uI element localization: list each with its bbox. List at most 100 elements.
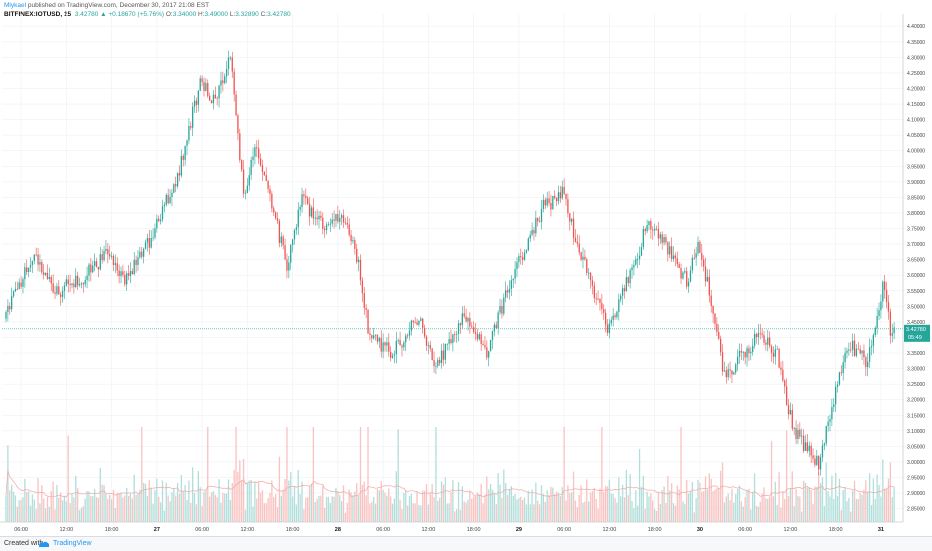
candle-body xyxy=(618,299,620,312)
volume-bar xyxy=(142,482,145,522)
candle-body xyxy=(697,241,699,254)
candle-body xyxy=(435,365,437,367)
candle-body xyxy=(795,427,797,439)
candle-body xyxy=(787,404,790,415)
volume-bar xyxy=(463,501,465,522)
candle-body xyxy=(644,229,646,232)
price-tick-label: 3.50000 xyxy=(907,304,925,310)
candle-body xyxy=(97,266,100,270)
candle-body xyxy=(616,311,618,318)
volume-bar xyxy=(608,479,611,522)
candle-body xyxy=(420,318,422,321)
volume-bar xyxy=(884,488,886,522)
candle-body xyxy=(182,155,184,160)
volume-bar xyxy=(440,481,443,522)
volume-bar xyxy=(129,493,132,522)
symbol-label[interactable]: BITFINEX:IOTUSD, 15 xyxy=(4,11,72,18)
volume-bar xyxy=(693,512,695,522)
volume-bar xyxy=(199,487,201,522)
volume-bar xyxy=(461,486,463,522)
candle-body xyxy=(84,280,86,285)
candle-body xyxy=(39,262,41,265)
volume-bar xyxy=(248,480,250,522)
volume-bar xyxy=(719,470,722,522)
candle-body xyxy=(776,348,778,350)
price-tick-label: 2.95000 xyxy=(907,476,925,482)
volume-bar xyxy=(27,491,30,522)
volume-bar xyxy=(495,504,497,522)
candle-body xyxy=(237,115,239,134)
volume-bar xyxy=(71,493,73,522)
candle-body xyxy=(390,351,392,358)
candle-body xyxy=(765,342,767,345)
volume-bar xyxy=(307,497,309,522)
candle-body xyxy=(793,427,795,429)
author-name[interactable]: Mlykael xyxy=(4,2,27,9)
volume-bar xyxy=(761,493,763,522)
candle-body xyxy=(652,229,654,231)
candle-body xyxy=(43,272,45,275)
chart-header: Mlykael published on TradingView.com, De… xyxy=(4,1,291,19)
candle-body xyxy=(784,380,786,387)
candle-body xyxy=(746,348,748,358)
candle-body xyxy=(175,184,177,187)
volume-bar xyxy=(759,501,761,522)
price-tick-label: 3.80000 xyxy=(907,211,925,217)
volume-bar xyxy=(853,480,856,522)
volume-bar xyxy=(190,502,192,522)
candle-body xyxy=(141,251,143,257)
tradingview-link[interactable]: TradingView xyxy=(53,540,92,547)
candlesticks xyxy=(5,50,895,476)
tradingview-logo-icon[interactable] xyxy=(38,539,50,548)
volume-bar xyxy=(325,497,328,522)
volume-bar xyxy=(195,504,198,522)
candle-body xyxy=(22,279,24,287)
candle-body xyxy=(653,228,656,231)
candle-body xyxy=(135,259,137,265)
candle-body xyxy=(552,196,554,210)
candle-body xyxy=(780,367,782,370)
volume-bar xyxy=(263,503,265,522)
price-tick-label: 3.00000 xyxy=(907,460,925,466)
volume-bar xyxy=(446,503,448,522)
volume-bar xyxy=(559,495,562,522)
volume-bar xyxy=(867,492,869,522)
candle-body xyxy=(557,192,560,202)
time-tick-label: 30 xyxy=(697,527,703,533)
volume-bar xyxy=(208,496,211,522)
volume-bar xyxy=(802,480,805,522)
candle-body xyxy=(327,224,330,226)
candle-body xyxy=(791,409,793,429)
time-axis[interactable]: 06:00 12:00 18:00 27 06:00 12:00 18:00 28 06:00 1… xyxy=(14,527,884,533)
volume-bar xyxy=(640,486,643,522)
volume-bar xyxy=(780,507,782,522)
candle-body xyxy=(41,262,43,273)
volume-bar xyxy=(865,480,867,522)
volume-bar xyxy=(778,472,780,522)
candle-body xyxy=(192,106,194,128)
volume-bar xyxy=(533,504,535,522)
volume-bar xyxy=(442,484,445,522)
volume-bar xyxy=(814,486,816,522)
price-chart[interactable]: 4.40000 4.35000 4.30000 4.25000 4.20000 4.150… xyxy=(0,0,932,536)
volume-bar xyxy=(90,496,92,522)
volume-bar xyxy=(516,499,518,522)
volume-bar xyxy=(293,485,296,522)
volume-bar xyxy=(331,496,333,522)
candle-body xyxy=(814,458,816,465)
volume-bar xyxy=(414,503,416,522)
volume-bar xyxy=(210,492,213,522)
candle-body xyxy=(444,343,447,360)
volume-bar xyxy=(723,502,726,522)
volume-bar xyxy=(305,497,307,522)
candle-body xyxy=(604,312,607,325)
volume-bar xyxy=(188,480,190,522)
volume-bar xyxy=(20,499,22,522)
volume-bar xyxy=(620,496,622,522)
volume-bar xyxy=(846,501,848,522)
candle-body xyxy=(472,327,475,332)
volume-bar xyxy=(459,509,462,522)
candle-body xyxy=(648,221,650,226)
price-axis[interactable]: 4.40000 4.35000 4.30000 4.25000 4.20000 4.150… xyxy=(907,24,925,512)
candle-body xyxy=(391,355,394,358)
